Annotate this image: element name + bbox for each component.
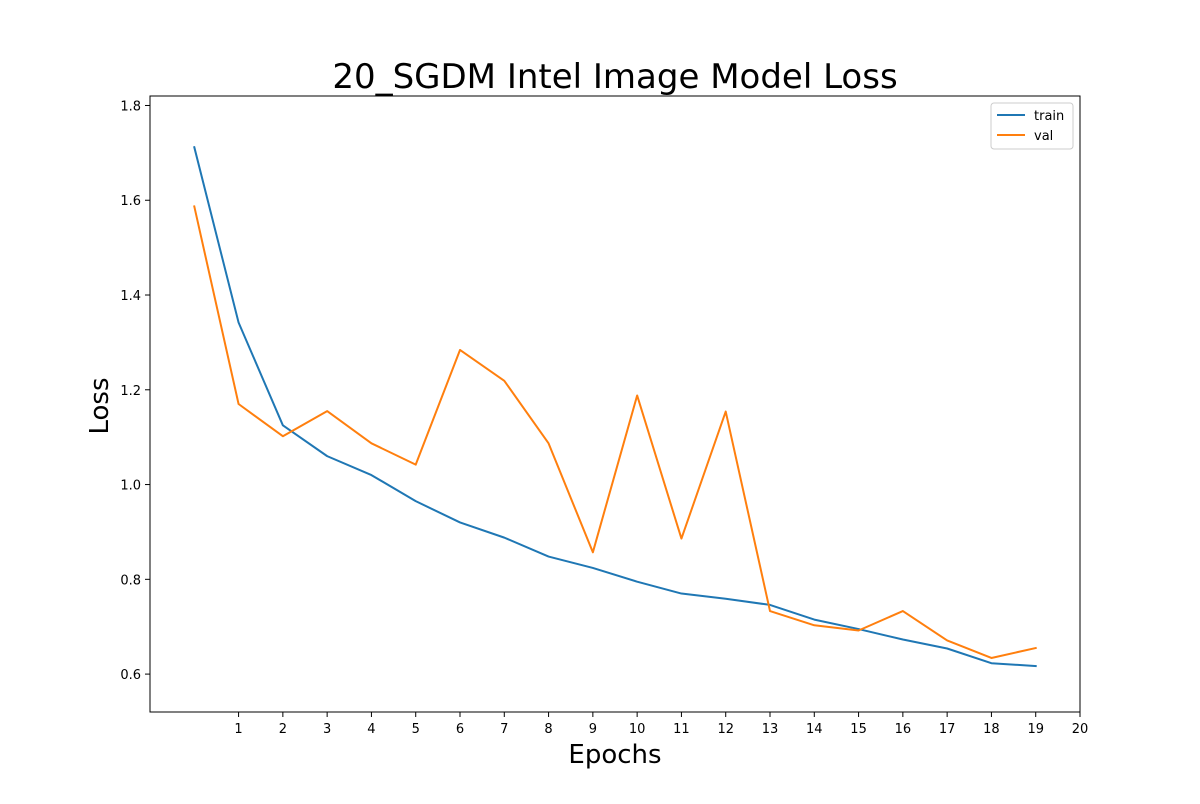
x-tick-label: 15: [850, 722, 867, 737]
x-tick-label: 5: [412, 722, 420, 737]
series-line-val: [193, 205, 1037, 659]
y-axis-label: Loss: [85, 377, 115, 434]
axes-frame: [149, 95, 1081, 713]
legend: train val: [990, 102, 1074, 150]
chart-title: 20_SGDM Intel Image Model Loss: [332, 57, 897, 97]
x-tick-label: 3: [323, 722, 331, 737]
y-tick-label: 1.8: [120, 99, 141, 114]
x-tick-label: 16: [895, 722, 912, 737]
y-tick-label: 0.8: [120, 573, 141, 588]
x-tick-label: 17: [939, 722, 956, 737]
x-tick-label: 8: [544, 722, 552, 737]
legend-label-train: train: [1034, 109, 1064, 124]
x-tick-label: 7: [500, 722, 508, 737]
x-axis-label: Epochs: [568, 740, 661, 770]
x-tick-label: 12: [717, 722, 734, 737]
x-tick-label: 11: [673, 722, 690, 737]
x-tick-label: 4: [367, 722, 375, 737]
x-tick-label: 9: [589, 722, 597, 737]
legend-label-val: val: [1034, 129, 1053, 144]
x-tick-label: 18: [983, 722, 1000, 737]
series-line-train: [193, 145, 1037, 668]
y-tick-label: 1.0: [120, 479, 141, 494]
y-tick-label: 1.4: [120, 289, 141, 304]
x-tick-label: 6: [456, 722, 464, 737]
x-tick-label: 20: [1072, 722, 1089, 737]
x-tick-label: 14: [806, 722, 823, 737]
x-tick-label: 19: [1027, 722, 1044, 737]
x-tick-label: 2: [279, 722, 287, 737]
y-tick-label: 1.2: [120, 384, 141, 399]
x-tick-label: 13: [762, 722, 779, 737]
y-tick-label: 1.6: [120, 194, 141, 209]
x-tick-label: 1: [234, 722, 242, 737]
y-tick-label: 0.6: [120, 668, 141, 683]
x-tick-label: 10: [629, 722, 646, 737]
plot-area: 1 2 3 4 5 6 7 8 9 10 11 12 13 14 15 16 17 18 19 200.60.81.0…: [120, 95, 1089, 737]
